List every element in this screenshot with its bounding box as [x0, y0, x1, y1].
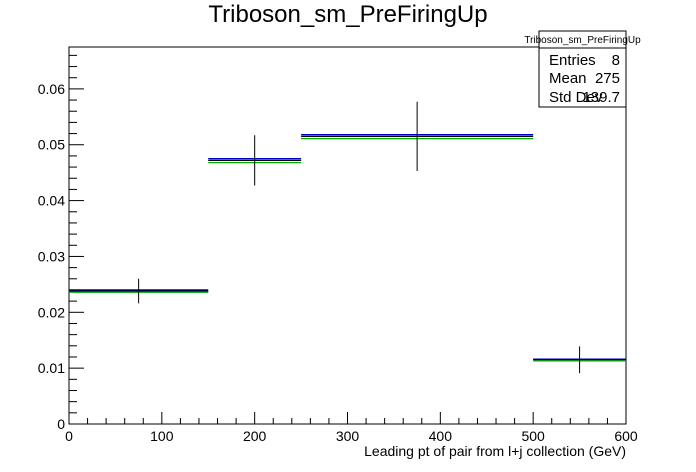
stats-stddev-label: Std Dev	[549, 89, 603, 106]
x-tick-label: 400	[429, 428, 453, 444]
x-tick-label: 200	[243, 428, 267, 444]
y-tick-label: 0.03	[38, 248, 65, 264]
stats-stddev-value: 139.7	[582, 89, 620, 106]
y-tick-label: 0.05	[38, 137, 65, 153]
x-axis-title: Leading pt of pair from l+j collection (…	[364, 443, 626, 459]
stats-box: Triboson_sm_PreFiringUp Entries 8 Mean 2…	[524, 30, 641, 108]
x-tick-label: 300	[336, 428, 360, 444]
y-tick-label: 0.04	[38, 193, 65, 209]
y-axis: 0 0.01 0.02 0.03 0.04 0.05 0.06	[38, 54, 84, 432]
x-axis: 0 100 200 300 400 500 600	[65, 412, 638, 444]
stats-mean-value: 275	[595, 70, 620, 87]
chart-title: Triboson_sm_PreFiringUp	[208, 1, 487, 28]
x-tick-label: 100	[150, 428, 174, 444]
y-tick-label: 0	[57, 416, 65, 432]
stats-entries-value: 8	[612, 52, 620, 69]
stats-entries-label: Entries	[549, 52, 596, 69]
y-tick-label: 0.02	[38, 304, 65, 320]
stats-box-title: Triboson_sm_PreFiringUp	[524, 35, 641, 46]
data-layer	[69, 101, 626, 374]
x-tick-label: 600	[614, 428, 638, 444]
y-tick-label: 0.01	[38, 360, 65, 376]
stats-mean-label: Mean	[549, 70, 587, 87]
x-tick-label: 0	[65, 428, 73, 444]
stats-box-frame	[538, 30, 627, 108]
y-tick-label: 0.06	[38, 81, 65, 97]
x-tick-label: 500	[521, 428, 545, 444]
